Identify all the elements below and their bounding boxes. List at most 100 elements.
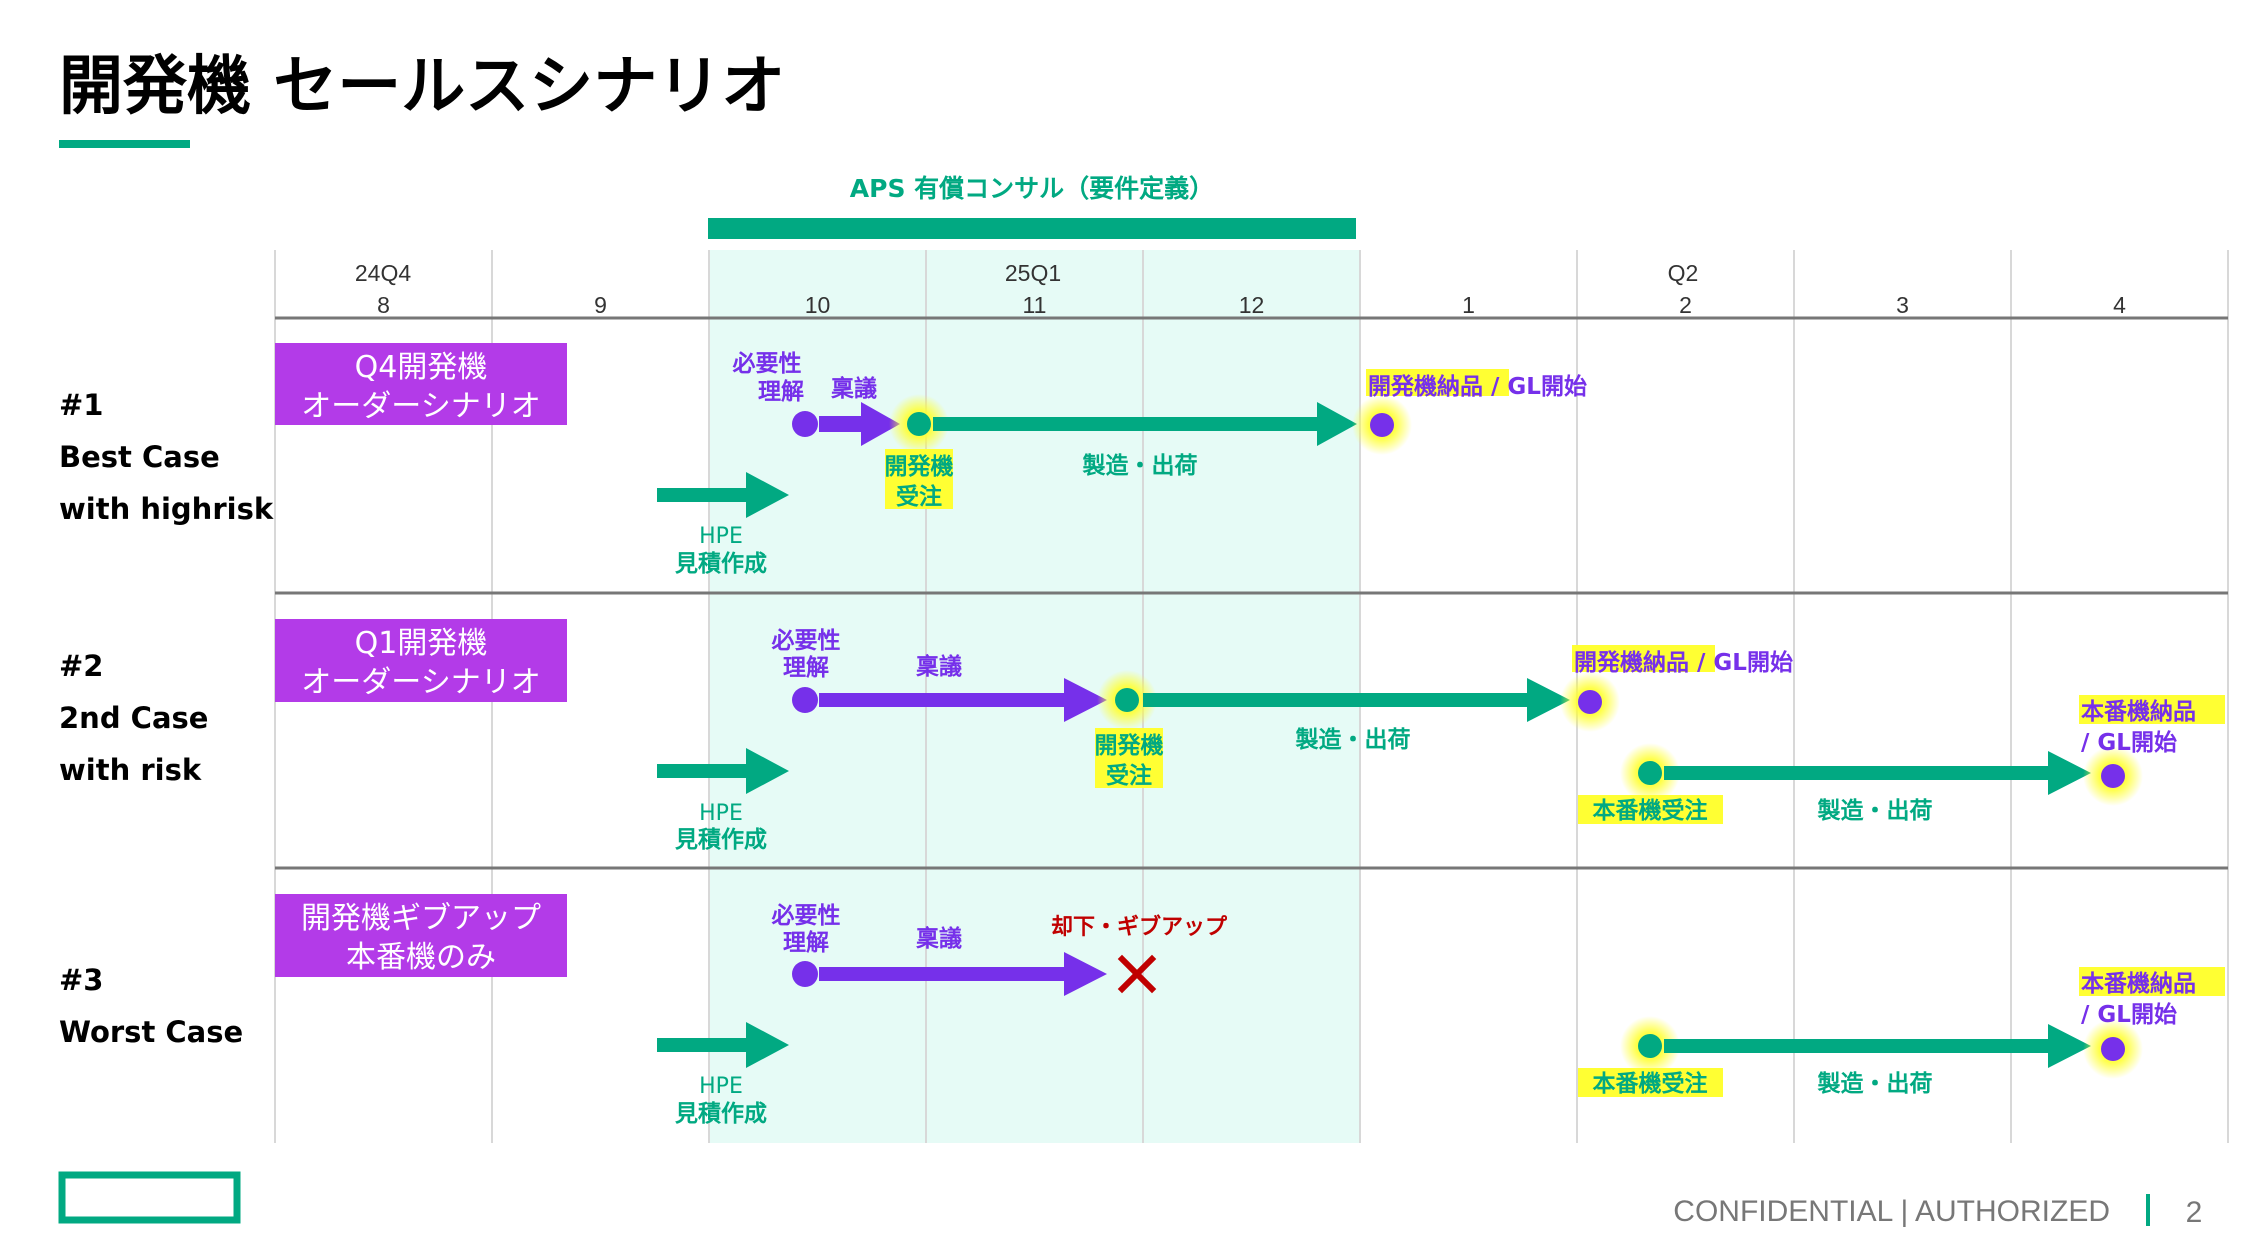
dev-order-label: 受注 (896, 483, 942, 510)
scenario-box-line2: オーダーシナリオ (301, 665, 540, 700)
prod-order-dot (1638, 1034, 1662, 1058)
highlight (1366, 369, 1509, 396)
highlight (1578, 795, 1723, 824)
aps-bar (708, 218, 1356, 239)
scenario-number: #3 (59, 963, 103, 997)
ringi-arrow (819, 402, 900, 446)
scenario-box-line2: オーダーシナリオ (301, 389, 540, 424)
need-label: 理解 (783, 654, 829, 681)
highlight (885, 449, 953, 509)
month-label: 2 (1679, 292, 1692, 318)
scenario-name: Worst Case (59, 1015, 243, 1049)
dev-order-label: 開発機 (1095, 733, 1164, 759)
dev-order-dot (907, 412, 931, 436)
highlight (2079, 967, 2225, 996)
prod-delivery-dot (2101, 764, 2125, 788)
mfg-label: 製造・出荷 (1817, 1070, 1933, 1097)
prod-delivery-label: 本番機納品 (2081, 698, 2196, 725)
ringi-arrow (819, 952, 1107, 996)
quote-label: 見積作成 (675, 827, 767, 853)
page-number: 2 (2186, 1196, 2203, 1229)
start-dot (792, 411, 818, 437)
need-label: 必要性 (733, 350, 802, 377)
need-label: 理解 (783, 929, 829, 956)
need-label: 必要性 (772, 902, 841, 929)
month-label: 11 (1023, 292, 1047, 318)
ringi-label: 稟議 (916, 925, 962, 952)
start-dot (792, 687, 818, 713)
scenario-box (275, 343, 567, 425)
scenario-name: 2nd Case (59, 701, 208, 735)
scenario-box (275, 619, 567, 702)
quarter-label: Q2 (1668, 260, 1699, 286)
month-label: 12 (1239, 292, 1265, 318)
page-title: 開発機 セールスシナリオ (59, 50, 785, 124)
scenario-name: Best Case (59, 440, 220, 474)
highlight (1572, 645, 1715, 672)
dev-order-label: 開発機 (885, 454, 954, 480)
ringi-label: 稟議 (916, 653, 962, 680)
hpe-quote-arrow (657, 1022, 789, 1068)
need-label: 必要性 (772, 627, 841, 654)
scenario-box-line1: 開発機ギブアップ (301, 901, 541, 936)
dev-delivery-label: 開発機納品 / GL開始 (1574, 649, 1793, 676)
title-underline (59, 140, 190, 148)
scenario-box-line1: Q1開発機 (355, 626, 488, 661)
scenario-1: #1 Best Case with highrisk Q4開発機 オーダーシナリ… (59, 343, 1587, 577)
scenario-number: #1 (59, 388, 103, 422)
prod-order-dot (1638, 761, 1662, 785)
scenario-2: #2 2nd Case with risk Q1開発機 オーダーシナリオ 必要性… (59, 619, 2225, 853)
quarter-label: 24Q4 (355, 260, 411, 286)
prod-order-label: 本番機受注 (1593, 1070, 1708, 1097)
hpe-label: HPE (699, 1074, 743, 1099)
scenario-number: #2 (59, 649, 103, 683)
prod-mfg-arrow (1664, 751, 2091, 795)
footer-separator (2146, 1194, 2150, 1226)
start-dot (792, 961, 818, 987)
mfg-arrow (933, 402, 1357, 446)
ringi-label: 稟議 (831, 375, 877, 402)
month-label: 1 (1462, 292, 1475, 318)
prod-mfg-arrow (1664, 1024, 2091, 1068)
gl-start-label: / GL開始 (2081, 1001, 2177, 1028)
month-label: 10 (805, 292, 831, 318)
month-label: 9 (594, 292, 607, 318)
highlight (1095, 728, 1163, 788)
mfg-arrow (1143, 678, 1570, 722)
ringi-arrow (819, 678, 1107, 722)
hpe-logo (58, 1171, 241, 1224)
mfg-label: 製造・出荷 (1082, 452, 1198, 479)
dev-order-dot (1115, 688, 1139, 712)
hpe-quote-arrow (657, 472, 789, 518)
x-icon (1117, 954, 1157, 994)
quarter-label: 25Q1 (1005, 260, 1061, 286)
aps-label: APS 有償コンサル（要件定義） (850, 174, 1214, 203)
reject-label: 却下・ギブアップ (1051, 914, 1228, 940)
hpe-label: HPE (699, 524, 743, 549)
dev-delivery-label: 開発機納品 / GL開始 (1368, 373, 1587, 400)
month-label: 8 (377, 292, 390, 318)
prod-delivery-dot (2101, 1037, 2125, 1061)
mfg-label: 製造・出荷 (1817, 797, 1933, 824)
scenario-risk: with highrisk (59, 492, 274, 526)
prod-delivery-label: 本番機納品 (2081, 970, 2196, 997)
mfg-label: 製造・出荷 (1295, 726, 1411, 753)
scenario-box-line1: Q4開発機 (355, 350, 488, 385)
scenario-box (275, 894, 567, 977)
month-label: 3 (1896, 292, 1909, 318)
hpe-quote-arrow (657, 748, 789, 794)
scenario-3: #3 Worst Case 開発機ギブアップ 本番機のみ 必要性 理解 稟議 却… (59, 894, 2225, 1127)
scenario-box-line2: 本番機のみ (346, 940, 496, 975)
highlight (1578, 1068, 1723, 1097)
delivery-dot (1578, 690, 1602, 714)
dev-order-label: 受注 (1106, 762, 1152, 789)
quote-label: 見積作成 (675, 1101, 767, 1127)
scenario-risk: with risk (59, 753, 202, 787)
month-label: 4 (2113, 292, 2126, 318)
highlight (2079, 695, 2225, 724)
confidential-label: CONFIDENTIAL | AUTHORIZED (1673, 1195, 2110, 1228)
need-label: 理解 (758, 378, 804, 405)
quote-label: 見積作成 (675, 551, 767, 577)
hpe-label: HPE (699, 801, 743, 826)
delivery-dot (1370, 413, 1394, 437)
